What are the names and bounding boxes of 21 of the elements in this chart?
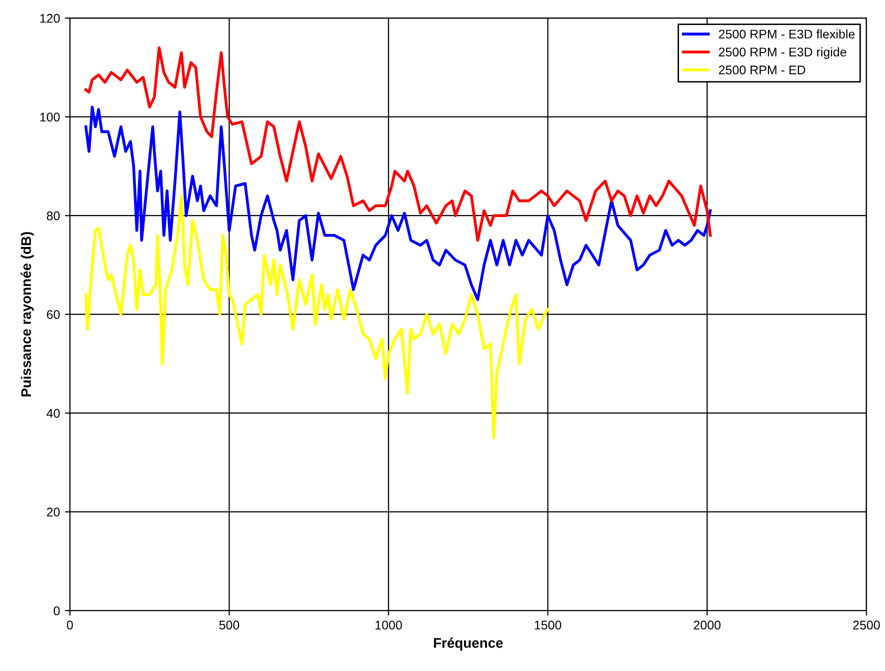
- x-tick-label: 1000: [376, 620, 402, 630]
- line-series: [84, 194, 550, 440]
- y-tick-label: 80: [46, 211, 60, 220]
- x-tick-label: 2500: [853, 620, 880, 630]
- y-tick-label: 60: [46, 310, 60, 320]
- x-tick-label: 0: [66, 620, 73, 630]
- y-tick-label: 40: [46, 408, 60, 418]
- line-series: [84, 46, 712, 242]
- line-series: [84, 106, 712, 301]
- y-axis-title: Puissance rayonnée (dB): [20, 232, 34, 396]
- y-tick-label: 20: [46, 508, 60, 517]
- x-axis-title: Fréquence: [434, 638, 503, 651]
- x-tick-label: 2000: [694, 620, 721, 630]
- y-tick-label: 120: [40, 14, 60, 23]
- y-tick-label: 100: [40, 112, 60, 122]
- x-tick-label: 500: [219, 620, 240, 630]
- legend-label: 2500 RPM - E3D flexible: [718, 29, 855, 39]
- legend-label: 2500 RPM - E3D rigide: [718, 47, 846, 59]
- x-tick-label: 1500: [534, 620, 562, 630]
- legend-label: 2500 RPM - ED: [718, 66, 806, 74]
- y-tick-label: 0: [54, 606, 60, 616]
